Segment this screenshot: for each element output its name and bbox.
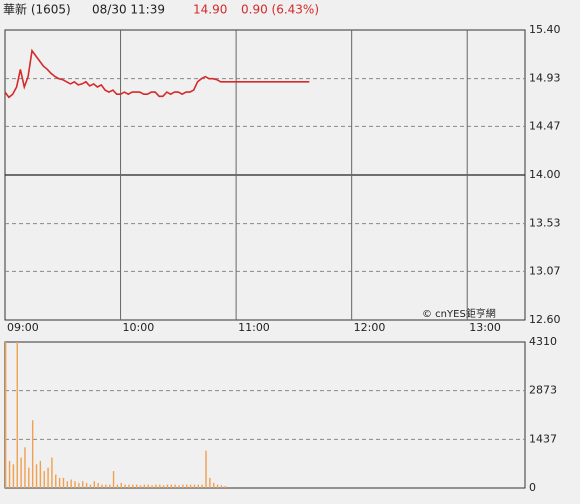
volume-bar [166,484,169,488]
volume-bar [186,484,188,488]
stock-name: 華新 (1605) [3,2,71,17]
volume-bar [170,484,173,488]
volume-bar [139,485,142,488]
volume-bar [39,460,42,488]
volume-bar [155,484,157,488]
volume-bar [135,484,138,488]
y-tick-label: 13.53 [529,217,561,230]
y-tick-label: 13.07 [529,264,561,277]
y-tick-label: 1437 [529,432,557,445]
y-tick-label: 0 [529,481,536,494]
volume-bar [132,484,134,488]
volume-bar [24,447,26,488]
volume-bar [216,484,219,488]
volume-bar [147,484,149,488]
x-tick-label: 13:00 [469,321,501,334]
change: 0.90 (6.43%) [241,3,319,17]
volume-bar [43,471,45,488]
volume-bar [82,481,84,488]
volume-bar [178,485,180,488]
volume-bar [193,484,196,488]
volume-bar [124,484,126,488]
y-tick-label: 4310 [529,335,557,348]
volume-bar [128,484,130,488]
volume-bar [70,479,72,488]
volume-bar [182,484,184,488]
volume-bar [89,484,92,488]
x-tick-label: 11:00 [238,321,270,334]
volume-bar [151,485,153,488]
volume-bar [105,484,107,488]
volume-bar [220,485,223,488]
volume-bar [20,457,22,488]
volume-bar [31,420,34,488]
x-tick-label: 10:00 [123,321,155,334]
volume-bar [93,481,95,488]
volume-bar [85,482,88,488]
volume-bar [120,482,122,488]
volume-bar [143,484,146,488]
volume-bar [8,460,11,488]
y-tick-label: 15.40 [529,23,561,36]
x-tick-label: 12:00 [354,321,386,334]
volume-bar [116,484,119,488]
volume-bar [197,484,199,488]
y-tick-label: 12.60 [529,313,561,326]
volume-bar [35,464,38,488]
volume-bar [189,484,192,488]
volume-bar [213,482,215,488]
volume-bar [201,484,203,488]
price-line [4,48,310,99]
x-tick-label: 09:00 [7,321,39,334]
volume-bar [62,477,65,488]
volume-bar [66,481,69,488]
volume-bar [28,467,30,488]
volume-bar [174,484,176,488]
volume-bar [224,485,226,488]
volume-bar [101,484,103,488]
volume-bar [16,342,18,488]
volume-bar [74,481,76,488]
volume-bar [51,457,53,488]
volume-bar [205,450,207,488]
volume-bar [12,464,15,488]
volume-bar [5,342,7,488]
volume-bar [58,477,61,488]
volume-bar [55,474,57,488]
volume-bar [209,477,211,488]
price: 14.90 [193,3,227,17]
y-tick-label: 14.00 [529,168,561,181]
y-tick-label: 2873 [529,384,557,397]
volume-bar [78,482,80,488]
datetime: 08/30 11:39 [92,3,165,17]
volume-bar [112,471,115,488]
volume-bar [97,482,99,488]
panel-frame [4,341,526,489]
y-tick-label: 14.93 [529,72,561,85]
volume-bar [159,484,161,488]
volume-bar [109,484,111,488]
y-tick-label: 14.47 [529,119,561,132]
volume-bar [47,467,49,488]
watermark: © cnYES鉅亨網 [422,307,496,320]
volume-bar [162,485,165,488]
